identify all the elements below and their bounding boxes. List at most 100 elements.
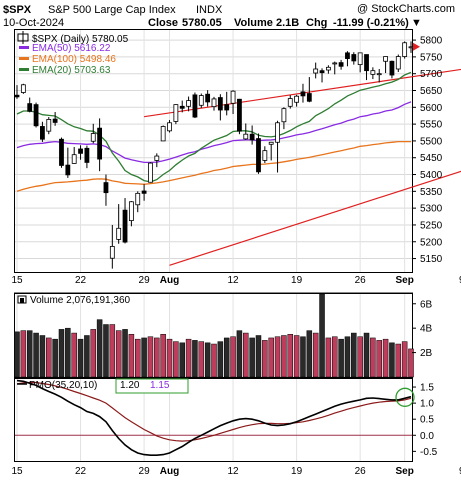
x-axis-label: 19 <box>291 275 303 286</box>
candle-body <box>376 73 382 76</box>
volume-legend: Volume 2,076,191,360 <box>17 295 131 306</box>
candle-body <box>262 150 268 161</box>
volume-bar <box>204 342 211 378</box>
volume-bar <box>395 343 402 378</box>
volume-bar <box>268 337 274 378</box>
price-tick-label: 5250 <box>420 220 443 231</box>
volume-legend-bar <box>20 298 24 303</box>
trendline-lower <box>169 170 461 266</box>
volume-bar <box>376 340 382 378</box>
x-axis-label: Sep <box>395 275 413 286</box>
price-tick-label: 5500 <box>420 136 443 147</box>
volume-bar <box>52 338 58 378</box>
volume-bar <box>173 341 179 378</box>
pmo-signal-line <box>16 381 412 442</box>
volume-bar <box>109 324 116 378</box>
volume-bar <box>262 340 268 378</box>
candle-body <box>389 60 395 76</box>
candle-body <box>90 133 96 142</box>
volume-bar <box>243 332 249 378</box>
price-tick-label: 5450 <box>420 153 443 164</box>
volume-bar <box>26 330 33 378</box>
x-axis-label: 15 <box>11 275 23 286</box>
volume-bar <box>185 338 192 378</box>
price-tick-label: 5600 <box>420 103 443 114</box>
volume-bar <box>115 330 122 378</box>
candle-body <box>294 95 300 103</box>
legend-ema50: EMA(50) 5616.22 <box>32 43 111 54</box>
volume-bar <box>370 337 376 378</box>
price-tick-label: 5150 <box>420 254 443 265</box>
line-ema100 <box>16 140 411 192</box>
volume-bar <box>192 340 198 378</box>
volume-bar <box>389 342 395 378</box>
volume-bar <box>281 335 287 378</box>
candle-body <box>287 98 293 107</box>
volume-tick-label: 2B <box>420 348 433 359</box>
pmo-tick-label: 0.0 <box>420 431 434 442</box>
pmo-tick-label: -0.5 <box>420 447 438 458</box>
volume-bar <box>14 331 20 378</box>
candle-body <box>237 98 242 132</box>
volume-bar <box>96 319 103 378</box>
pmo-line <box>16 379 412 456</box>
candle-body <box>27 103 33 112</box>
x-axis-label: Aug <box>160 466 179 477</box>
volume-bar <box>300 336 306 378</box>
legend-volume: Volume 2,076,191,360 <box>30 295 131 306</box>
legend-swatch-ema50 <box>19 46 29 49</box>
legend-swatch-ema100 <box>19 57 29 60</box>
volume-bar <box>84 335 90 378</box>
volume-bar <box>249 337 255 378</box>
candle-body <box>357 52 363 66</box>
candle-body <box>148 162 153 183</box>
volume-bar <box>33 332 39 378</box>
candle-body <box>122 209 128 243</box>
volume-value: 2.1B <box>276 17 299 29</box>
price-legend: $SPX (Daily) 5780.05 EMA(50) 5616.22 EMA… <box>17 31 129 76</box>
legend-price: $SPX (Daily) 5780.05 <box>32 34 129 45</box>
x-axis-label: 12 <box>228 275 240 286</box>
volume-bar <box>90 329 97 378</box>
axis-layer: 5150 5200 5250 5300 5350 5400 5450 5500 5550 5600… <box>11 36 461 477</box>
volume-bar <box>20 330 27 378</box>
pmo-tick-label: 1.5 <box>420 383 434 394</box>
candle-body <box>300 91 306 97</box>
candle-body <box>224 104 230 111</box>
candle-body <box>52 118 58 123</box>
volume-bar <box>331 336 338 378</box>
line-ema20 <box>16 71 412 183</box>
volume-bar <box>103 324 109 378</box>
x-axis-label: 22 <box>75 466 87 477</box>
x-axis-label: Sep <box>395 466 413 477</box>
legend-ema100: EMA(100) 5498.46 <box>32 54 116 65</box>
chg-value: -11.99 (-0.21%) <box>333 17 409 29</box>
volume-bar <box>122 329 128 378</box>
candle-body <box>97 127 103 160</box>
candle-body <box>103 182 109 194</box>
candle-body <box>65 164 71 176</box>
legend-pmo-signal-value: 1.15 <box>150 380 170 391</box>
candle-body <box>20 84 26 93</box>
volume-bar <box>71 332 77 378</box>
volume-bar <box>293 335 300 378</box>
volume-bar <box>344 336 351 378</box>
candle-body <box>325 66 331 71</box>
volume-bar <box>77 338 84 378</box>
candle-body <box>128 201 134 221</box>
volume-bar <box>230 336 236 378</box>
x-axis-label: 9 <box>459 275 461 286</box>
volume-bar <box>217 341 224 378</box>
price-tick-label: 5550 <box>420 120 443 131</box>
candle-body <box>345 52 350 59</box>
candle-body <box>306 93 312 102</box>
volume-bar <box>58 329 65 378</box>
volume-bar <box>160 334 166 378</box>
volume-bar <box>363 332 370 378</box>
volume-bar <box>46 337 52 378</box>
candle-body <box>395 56 401 70</box>
date-text: 10-Oct-2024 <box>3 17 64 29</box>
candle-body <box>313 68 319 74</box>
volume-bar <box>236 330 243 378</box>
volume-bar <box>147 336 154 378</box>
